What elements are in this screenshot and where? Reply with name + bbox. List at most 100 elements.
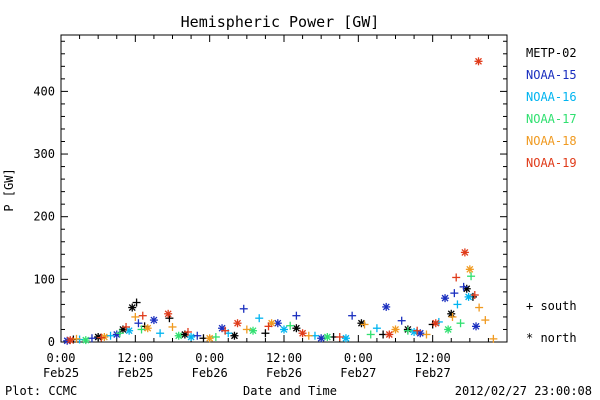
- plot-timestamp: 2012/02/27 23:00:08: [455, 384, 592, 398]
- y-axis: 0 100 200 300 400: [33, 40, 507, 349]
- data-point-south: [122, 322, 131, 331]
- data-point-north: [81, 336, 90, 345]
- data-point-south: [489, 334, 498, 343]
- data-point-north: [143, 324, 152, 333]
- data-point-north: [125, 326, 134, 335]
- marker-legend-entry: + south: [526, 299, 577, 313]
- data-point-south: [467, 272, 476, 281]
- data-point-south: [286, 321, 295, 330]
- data-point-north: [205, 334, 214, 343]
- data-point-south: [115, 329, 124, 338]
- data-point-south: [450, 289, 459, 298]
- x-tick-time: 12:00: [266, 351, 302, 365]
- data-point-south: [193, 331, 202, 340]
- x-tick-date: Feb25: [43, 366, 79, 380]
- data-point-north: [112, 330, 121, 339]
- legend-entry: NOAA-17: [526, 112, 577, 126]
- y-tick-label: 200: [33, 210, 55, 224]
- data-point-north: [174, 331, 183, 340]
- legend-entry: NOAA-15: [526, 68, 577, 82]
- data-point-north: [323, 332, 332, 341]
- data-point-south: [183, 327, 192, 336]
- data-point-south: [255, 314, 264, 323]
- y-tick-label: 100: [33, 272, 55, 286]
- data-point-south: [261, 329, 270, 338]
- data-point-south: [475, 303, 484, 312]
- data-point-north: [66, 336, 75, 345]
- y-tick-label: 0: [48, 335, 55, 349]
- x-tick-time: 12:00: [415, 351, 451, 365]
- data-point-south: [470, 291, 479, 300]
- data-point-north: [149, 316, 158, 325]
- legend-entry: NOAA-19: [526, 156, 577, 170]
- y-tick-label: 300: [33, 147, 55, 161]
- data-point-south: [372, 324, 381, 333]
- plot-frame: [60, 34, 508, 343]
- data-point-north: [292, 324, 301, 333]
- data-point-south: [156, 329, 165, 338]
- chart-title: Hemispheric Power [GW]: [181, 13, 380, 31]
- marker-legend-entry: * north: [526, 331, 577, 345]
- data-point-south: [134, 319, 143, 328]
- data-point-south: [397, 316, 406, 325]
- data-point-south: [168, 322, 177, 331]
- data-point-south: [106, 331, 115, 340]
- x-tick-date: Feb25: [117, 366, 153, 380]
- data-point-south: [292, 311, 301, 320]
- legend-entry: NOAA-16: [526, 90, 577, 104]
- x-axis-label: Date and Time: [243, 384, 337, 398]
- x-tick-time: 0:00: [344, 351, 373, 365]
- data-point-south: [87, 334, 96, 343]
- plot-credit: Plot: CCMC: [5, 384, 77, 398]
- data-point-south: [304, 331, 313, 340]
- data-point-north: [465, 265, 474, 274]
- data-point-north: [460, 248, 469, 257]
- data-point-north: [431, 319, 440, 328]
- legend: METP-02 NOAA-15 NOAA-16 NOAA-17 NOAA-18 NOAA-…: [526, 46, 577, 170]
- data-point-north: [382, 302, 391, 311]
- data-point-north: [233, 319, 242, 328]
- data-point-north: [298, 329, 307, 338]
- data-point-south: [242, 325, 251, 334]
- x-tick-date: Feb27: [415, 366, 451, 380]
- data-point-south: [452, 273, 461, 282]
- data-point-north: [391, 325, 400, 334]
- data-point-north: [249, 326, 258, 335]
- data-point-south: [221, 326, 230, 335]
- data-point-north: [317, 334, 326, 343]
- data-point-south: [413, 326, 422, 335]
- data-point-south: [97, 333, 106, 342]
- x-tick-date: Feb26: [192, 366, 228, 380]
- legend-entry: METP-02: [526, 46, 577, 60]
- y-tick-label: 400: [33, 84, 55, 98]
- data-point-south: [403, 326, 412, 335]
- data-point-south: [131, 312, 140, 321]
- data-point-south: [459, 282, 468, 291]
- data-point-north: [441, 294, 450, 303]
- data-point-south: [366, 330, 375, 339]
- data-point-north: [187, 332, 196, 341]
- data-point-north: [230, 331, 239, 340]
- data-point-south: [72, 334, 81, 343]
- data-points: [63, 57, 498, 345]
- data-point-north: [447, 309, 456, 318]
- data-point-north: [164, 309, 173, 318]
- data-point-north: [341, 334, 350, 343]
- data-point-north: [474, 57, 483, 66]
- x-tick-date: Feb26: [266, 366, 302, 380]
- data-point-south: [481, 316, 490, 325]
- data-point-south: [138, 311, 147, 320]
- data-point-south: [264, 322, 273, 331]
- data-point-south: [348, 311, 357, 320]
- data-point-south: [360, 320, 369, 329]
- x-axis: 0:00Feb2512:00Feb250:00Feb2612:00Feb260:…: [43, 35, 489, 380]
- marker-legend: + south * north: [526, 299, 577, 345]
- data-point-north: [444, 325, 453, 334]
- x-tick-time: 0:00: [195, 351, 224, 365]
- data-point-north: [280, 325, 288, 334]
- legend-entry: NOAA-18: [526, 134, 577, 148]
- data-point-south: [211, 332, 220, 341]
- data-point-south: [453, 300, 462, 309]
- data-point-south: [335, 332, 344, 341]
